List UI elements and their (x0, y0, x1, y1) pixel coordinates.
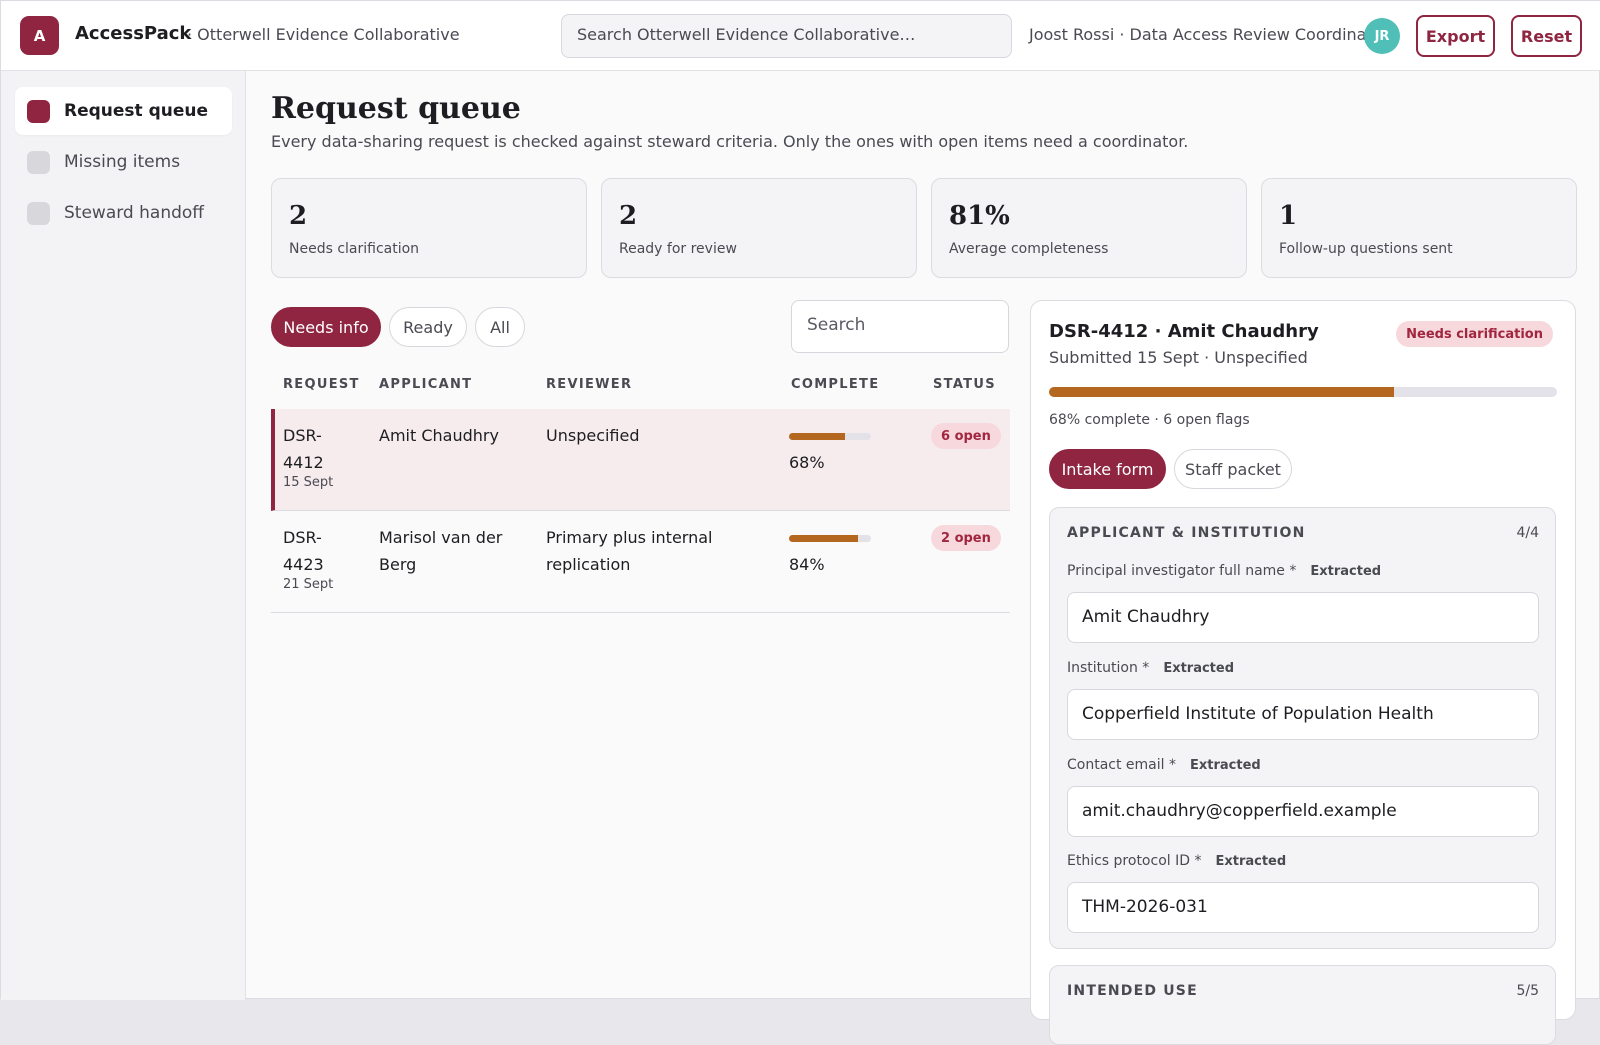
stat-label: Follow-up questions sent (1279, 241, 1453, 257)
completeness-bar (789, 433, 871, 440)
current-user-label: Joost Rossi · Data Access Review Coordin… (1029, 25, 1390, 44)
filter-all[interactable]: All (475, 307, 525, 347)
app-logo: A (20, 16, 59, 55)
stat-card-needs-clarification: 2 Needs clarification (271, 178, 587, 278)
stat-card-ready-for-review: 2 Ready for review (601, 178, 917, 278)
detail-submitted: Submitted 15 Sept · Unspecified (1049, 348, 1308, 367)
completeness-fill (789, 535, 858, 542)
field-label-ethics-protocol: Ethics protocol ID * Extracted (1067, 853, 1286, 869)
status-badge: 6 open (931, 423, 1001, 449)
field-label-text: Contact email * (1067, 757, 1176, 773)
field-label-text: Institution * (1067, 660, 1150, 676)
contact-email-field[interactable]: amit.chaudhry@copperfield.example (1067, 786, 1539, 837)
nav-square-icon (27, 150, 50, 174)
filter-ready[interactable]: Ready (389, 307, 467, 347)
applicant-name: Amit Chaudhry (379, 426, 499, 445)
request-date: 15 Sept (283, 475, 334, 490)
stat-label: Ready for review (619, 241, 737, 257)
column-header-applicant[interactable]: APPLICANT (379, 377, 473, 392)
column-header-reviewer[interactable]: REVIEWER (546, 377, 633, 392)
column-header-request[interactable]: REQUEST (283, 377, 360, 392)
request-id: DSR-4423 (283, 528, 324, 574)
tab-staff-packet[interactable]: Staff packet (1174, 449, 1292, 489)
sidebar-item-request-queue[interactable]: Request queue (15, 87, 232, 135)
stat-value: 2 (289, 201, 308, 231)
extracted-tag: Extracted (1215, 854, 1287, 869)
nav-square-icon (27, 99, 50, 123)
applicant-name: Marisol van der Berg (379, 528, 503, 574)
status-badge: 2 open (931, 525, 1001, 551)
section-count: 5/5 (1516, 983, 1539, 999)
extracted-tag: Extracted (1189, 758, 1261, 773)
request-date: 21 Sept (283, 577, 334, 592)
sidebar-item-label: Missing items (64, 152, 181, 172)
detail-progress-bar (1049, 387, 1557, 397)
sidebar-item-steward-handoff[interactable]: Steward handoff (15, 189, 232, 237)
stat-value: 1 (1279, 201, 1298, 231)
stat-card-follow-up-questions: 1 Follow-up questions sent (1261, 178, 1577, 278)
column-header-status[interactable]: STATUS (933, 377, 996, 392)
top-bar: A AccessPack · Otterwell Evidence Collab… (1, 1, 1600, 71)
sidebar-item-label: Request queue (64, 101, 209, 121)
table-search-input[interactable]: Search (791, 300, 1009, 353)
ethics-protocol-field[interactable]: THM-2026-031 (1067, 882, 1539, 933)
column-header-complete[interactable]: COMPLETE (791, 377, 880, 392)
detail-progress-fill (1049, 387, 1395, 397)
stat-value: 2 (619, 201, 638, 231)
completeness-value: 84% (789, 555, 825, 574)
request-detail-panel: DSR-4412 · Amit Chaudhry Needs clarifica… (1030, 300, 1576, 1045)
section-applicant-institution: APPLICANT & INSTITUTION 4/4 Principal in… (1049, 507, 1556, 949)
detail-summary: 68% complete · 6 open flags (1049, 412, 1250, 428)
stat-value: 81% (949, 201, 1010, 231)
tab-intake-form[interactable]: Intake form (1049, 449, 1166, 489)
sidebar-item-label: Steward handoff (64, 203, 204, 223)
sidebar: Request queue Missing items Steward hand… (1, 71, 246, 1000)
extracted-tag: Extracted (1310, 564, 1382, 579)
pi-name-field[interactable]: Amit Chaudhry (1067, 592, 1539, 643)
field-label-institution: Institution * Extracted (1067, 660, 1234, 676)
stat-label: Average completeness (949, 241, 1109, 257)
table-row[interactable]: DSR-4412 15 Sept Amit Chaudhry Unspecifi… (271, 409, 1010, 511)
field-label-pi-name: Principal investigator full name * Extrac… (1067, 563, 1381, 579)
completeness-bar (789, 535, 871, 542)
section-title: APPLICANT & INSTITUTION (1067, 525, 1306, 541)
reset-button[interactable]: Reset (1511, 15, 1582, 57)
extracted-tag: Extracted (1163, 661, 1235, 676)
org-name: · Otterwell Evidence Collaborative (187, 25, 460, 44)
institution-field[interactable]: Copperfield Institute of Population Heal… (1067, 689, 1539, 740)
field-label-text: Ethics protocol ID * (1067, 853, 1202, 869)
field-label-contact-email: Contact email * Extracted (1067, 757, 1261, 773)
stat-card-average-completeness: 81% Average completeness (931, 178, 1247, 278)
reviewer-name: Primary plus internal replication (546, 528, 713, 574)
table-row[interactable]: DSR-4423 21 Sept Marisol van der Berg Pr… (271, 511, 1010, 613)
global-search-input[interactable]: Search Otterwell Evidence Collaborative… (561, 14, 1012, 58)
status-badge: Needs clarification (1396, 321, 1553, 347)
completeness-value: 68% (789, 453, 825, 472)
avatar[interactable]: JR (1364, 18, 1400, 54)
field-label-text: Principal investigator full name * (1067, 563, 1297, 579)
sidebar-item-missing-items[interactable]: Missing items (15, 138, 232, 186)
app-name: AccessPack (75, 23, 192, 44)
detail-title: DSR-4412 · Amit Chaudhry (1049, 321, 1319, 342)
nav-square-icon (27, 201, 50, 225)
reviewer-name: Unspecified (546, 426, 640, 445)
filter-needs-info[interactable]: Needs info (271, 307, 381, 347)
page-title: Request queue (271, 91, 521, 126)
completeness-fill (789, 433, 845, 440)
stat-label: Needs clarification (289, 241, 420, 257)
page-subtitle: Every data-sharing request is checked ag… (271, 132, 1189, 151)
section-count: 4/4 (1516, 525, 1539, 541)
request-id: DSR-4412 (283, 426, 324, 472)
section-intended-use: INTENDED USE 5/5 (1049, 965, 1556, 1045)
export-button[interactable]: Export (1416, 15, 1495, 57)
section-title: INTENDED USE (1067, 983, 1198, 999)
